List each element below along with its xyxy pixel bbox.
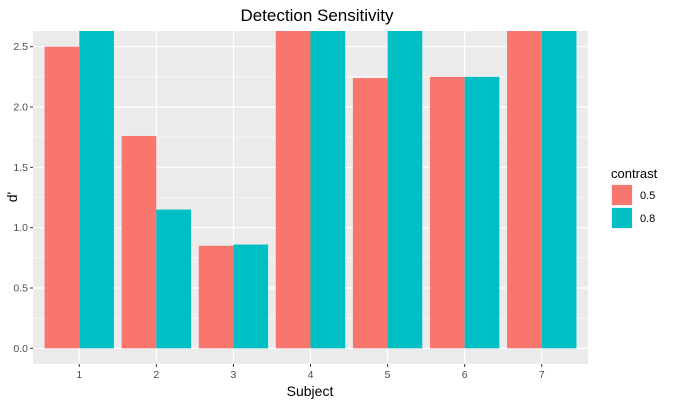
legend-label-0.5: 0.5 [640, 190, 655, 202]
bar-subject-1-contrast-0.5 [44, 46, 80, 349]
x-tick-label: 1 [76, 369, 82, 381]
y-tick-label: 2.0 [13, 102, 28, 114]
axes: 0.0 0.5 1.0 1.5 2.0 2.5 1 2 3 4 5 6 7 [13, 41, 544, 381]
bar-subject-1-contrast-0.8 [79, 31, 114, 349]
x-tick-label: 4 [308, 369, 314, 381]
legend-key-0.5 [612, 185, 632, 205]
y-tick-label: 2.5 [13, 41, 28, 53]
legend-key-0.8 [612, 208, 632, 228]
bar-subject-4-contrast-0.8 [310, 31, 346, 349]
bars [44, 31, 577, 349]
bar-subject-3-contrast-0.5 [198, 245, 234, 349]
legend-title: contrast [611, 166, 658, 181]
y-tick-label: 0.0 [13, 343, 28, 355]
bar-subject-6-contrast-0.8 [464, 76, 500, 349]
bar-subject-4-contrast-0.5 [275, 31, 311, 349]
bar-subject-3-contrast-0.8 [233, 244, 269, 349]
legend-label-0.8: 0.8 [640, 213, 655, 225]
x-tick-label: 2 [153, 369, 159, 381]
x-axis-title: Subject [287, 383, 334, 399]
bar-subject-5-contrast-0.5 [352, 78, 388, 349]
x-tick-label: 5 [385, 369, 391, 381]
chart-title: Detection Sensitivity [240, 6, 394, 25]
bar-subject-7-contrast-0.5 [507, 31, 542, 349]
y-tick-label: 1.0 [13, 222, 28, 234]
x-tick-label: 6 [462, 369, 468, 381]
bar-subject-5-contrast-0.8 [387, 31, 423, 349]
bar-subject-7-contrast-0.8 [541, 31, 577, 349]
y-axis-title: d' [4, 192, 20, 202]
bar-subject-2-contrast-0.5 [121, 135, 157, 349]
y-tick-label: 0.5 [13, 282, 28, 294]
x-tick-label: 7 [539, 369, 545, 381]
bar-subject-2-contrast-0.8 [156, 209, 192, 349]
legend: contrast 0.5 0.8 [611, 166, 658, 229]
x-tick-label: 3 [230, 369, 236, 381]
bar-subject-6-contrast-0.5 [429, 76, 465, 349]
y-tick-label: 1.5 [13, 162, 28, 174]
